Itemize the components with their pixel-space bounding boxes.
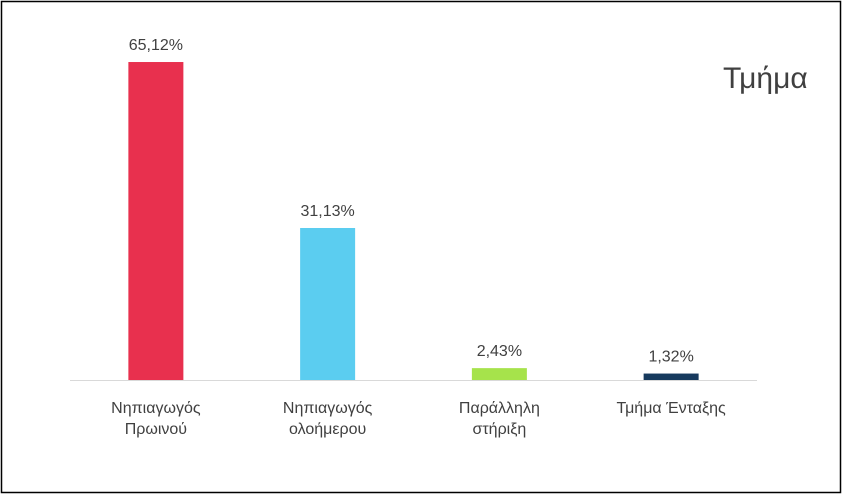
bar: [128, 62, 184, 380]
bar: [471, 368, 527, 380]
bar: [643, 373, 699, 380]
x-tick-label: Νηπιαγωγός ολοήμερου: [282, 400, 373, 438]
data-label: 65,12%: [129, 37, 183, 54]
data-label: 31,13%: [300, 203, 354, 220]
x-tick-label: Παράλληλη στήριξη: [458, 400, 540, 438]
data-label: 2,43%: [477, 343, 522, 360]
bar: [300, 227, 356, 380]
chart-title: Τμήμα: [723, 62, 808, 95]
data-label: 1,32%: [648, 349, 693, 366]
x-tick-label: Νηπιαγωγός Πρωινού: [111, 400, 201, 438]
x-tick-label: Τμήμα Ένταξης: [616, 400, 726, 417]
